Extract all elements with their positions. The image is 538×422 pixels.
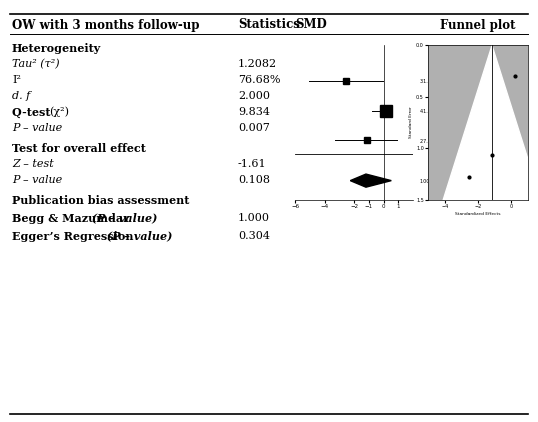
Text: Begg & Mazumdar: Begg & Mazumdar — [12, 213, 129, 224]
Text: I²: I² — [12, 75, 21, 85]
Text: Tau² (τ²): Tau² (τ²) — [12, 59, 60, 69]
Text: SMD: SMD — [295, 19, 327, 32]
Text: 2.000: 2.000 — [238, 91, 270, 101]
Text: Z – test: Z – test — [12, 159, 54, 169]
Text: Madinaychieva 2021: Madinaychieva 2021 — [295, 138, 350, 143]
Text: Dey 2017: Dey 2017 — [295, 78, 321, 83]
Text: P – value: P – value — [12, 175, 62, 185]
Text: Test for overall effect: Test for overall effect — [12, 143, 146, 154]
Text: 100.00%  -1.19 [-2.252, 0.529]: 100.00% -1.19 [-2.252, 0.529] — [420, 178, 495, 183]
Text: RE Model: RE Model — [295, 178, 319, 183]
Text: P – value: P – value — [12, 123, 62, 133]
Text: Publication bias assessment: Publication bias assessment — [12, 195, 189, 206]
Text: Funnel plot: Funnel plot — [440, 19, 516, 32]
Text: 0.108: 0.108 — [238, 175, 270, 185]
Text: Han 2020: Han 2020 — [295, 108, 321, 113]
Text: (P – value): (P – value) — [88, 213, 157, 224]
Text: Statistics: Statistics — [238, 19, 300, 32]
Text: Q-test: Q-test — [12, 106, 54, 117]
Polygon shape — [350, 174, 391, 187]
Text: Egger’s Regression: Egger’s Regression — [12, 230, 133, 241]
Text: 1.2082: 1.2082 — [238, 59, 277, 69]
Text: 0.304: 0.304 — [238, 231, 270, 241]
Text: 9.834: 9.834 — [238, 107, 270, 117]
Text: 1.000: 1.000 — [238, 213, 270, 223]
Text: OW with 3 months follow-up: OW with 3 months follow-up — [12, 19, 200, 32]
Text: (χ²): (χ²) — [49, 107, 69, 117]
Text: 76.68%: 76.68% — [238, 75, 280, 85]
Text: Heterogeneity: Heterogeneity — [12, 43, 101, 54]
Text: 31.15%  -2.53 [-5.044, -0.02]: 31.15% -2.53 [-5.044, -0.02] — [420, 78, 491, 83]
Y-axis label: Standard Error: Standard Error — [409, 107, 413, 138]
Text: d. f: d. f — [12, 91, 30, 101]
X-axis label: Standardized Effects: Standardized Effects — [455, 212, 501, 216]
Text: 27.00%  -1.15 [-3.293,  0.882]: 27.00% -1.15 [-3.293, 0.882] — [420, 138, 494, 143]
Text: -1.61: -1.61 — [238, 159, 267, 169]
Text: (P – value): (P – value) — [103, 230, 172, 241]
Text: 0.007: 0.007 — [238, 123, 270, 133]
Text: 41.88%  0.19 [-0.813,  0.38]: 41.88% 0.19 [-0.813, 0.38] — [420, 108, 489, 113]
